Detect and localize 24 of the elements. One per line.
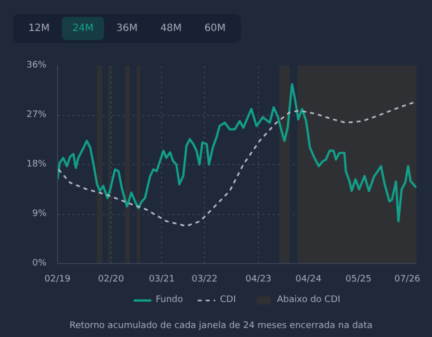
y-tick-label: 9% [32, 209, 47, 219]
text: 36M [115, 22, 139, 36]
x-tick-label: 02/19 [44, 274, 71, 284]
x-tick-label: 05/25 [346, 274, 372, 284]
x-tick-label: 03/21 [148, 274, 175, 284]
text: 60M [203, 22, 227, 36]
line-series [58, 83, 416, 222]
y-tick-label: 36% [26, 60, 47, 70]
text: 24M [62, 17, 104, 40]
legend-label: Fundo [156, 295, 184, 305]
x-tick-label: 03/22 [192, 274, 218, 284]
x-tick-label: 07/26 [394, 274, 421, 284]
line-series [58, 102, 415, 227]
y-tick-label: 27% [26, 110, 47, 120]
x-tick-label: 04/23 [245, 274, 272, 284]
x-tick-label: 04/24 [295, 274, 322, 284]
legend-label: CDI [220, 295, 237, 305]
legend-label: Abaixo do CDI [277, 295, 340, 305]
text: 48M [159, 22, 183, 36]
text: 12M [27, 22, 51, 36]
y-tick-label: 18% [26, 160, 47, 170]
y-tick-label: 0% [32, 258, 47, 268]
text: Retorno acumulado de cada janela de 24 meses encerrada na data [70, 320, 372, 333]
x-tick-label: 02/20 [98, 274, 124, 284]
